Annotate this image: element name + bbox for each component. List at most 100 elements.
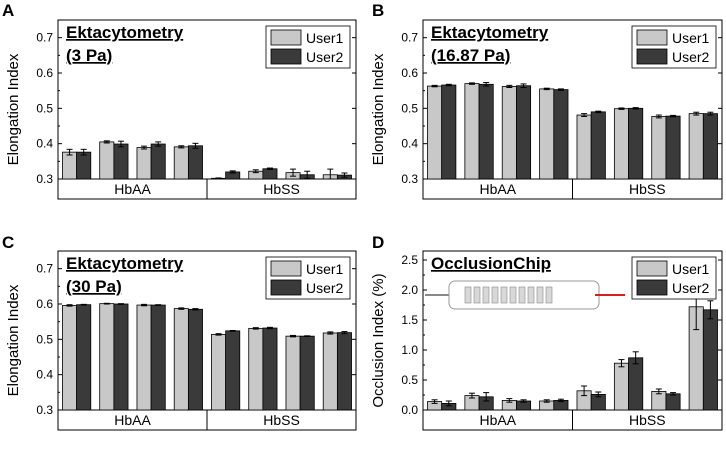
- bar-user2: [76, 304, 92, 411]
- y-tick-label: 0.6: [36, 66, 53, 80]
- group-label-hbss: HbSS: [263, 181, 300, 197]
- group-label-hbaa: HbAA: [479, 181, 516, 197]
- legend-label-user1: User1: [306, 261, 344, 277]
- y-tick-label: 0.4: [36, 368, 53, 382]
- legend-swatch-user1: [636, 260, 668, 277]
- bar-user1: [136, 147, 152, 180]
- bar-user1: [464, 83, 480, 180]
- legend-label-user1: User1: [306, 30, 344, 46]
- panel-label: D: [372, 233, 384, 252]
- bar-user2: [702, 113, 718, 180]
- chip-microchannel: [518, 286, 526, 304]
- bar-user2: [336, 332, 352, 411]
- group-label-hbss: HbSS: [263, 412, 300, 428]
- panel-a: A HbAA HbSS 0.3 0.4 0.5 0.6 0.7 Elongation Index…: [2, 1, 357, 200]
- y-axis-label: Elongation Index: [370, 53, 387, 165]
- chip-microchannel: [482, 286, 490, 304]
- bar-user1: [539, 88, 555, 180]
- bar-user1: [211, 333, 227, 411]
- bar-user2: [665, 115, 681, 180]
- bar-user1: [136, 304, 152, 411]
- chip-microchannel: [473, 286, 481, 304]
- legend-swatch-user2: [270, 48, 302, 65]
- bar-user1: [99, 141, 115, 180]
- chip-microchannel: [509, 286, 517, 304]
- bar-user2: [628, 357, 644, 411]
- bar-user1: [501, 86, 517, 180]
- bar-user1: [248, 327, 264, 411]
- bar-user2: [262, 168, 278, 180]
- bar-user1: [173, 146, 189, 180]
- y-tick-label: 0.3: [36, 172, 53, 186]
- y-axis-label: Elongation Index: [5, 284, 22, 396]
- y-tick-label: 0.3: [36, 403, 53, 417]
- bar-user2: [665, 393, 681, 411]
- y-tick-label: 0.5: [401, 101, 418, 115]
- bar-user2: [187, 145, 203, 180]
- y-tick-label: 0.5: [401, 373, 418, 387]
- chart-subtitle: (30 Pa): [66, 277, 122, 296]
- y-tick-label: 0.0: [401, 403, 418, 417]
- bar-user1: [173, 308, 189, 411]
- y-tick-label: 0.4: [36, 137, 53, 151]
- y-tick-label: 0.7: [36, 31, 53, 45]
- bar-user2: [150, 304, 166, 411]
- chip-microchannel: [500, 286, 508, 304]
- panel-c: C HbAA HbSS 0.3 0.4 0.5 0.6 0.7 Elongation Index…: [2, 233, 357, 431]
- legend-swatch-user1: [270, 260, 302, 277]
- bar-user1: [688, 113, 704, 180]
- chip-microchannel: [545, 286, 553, 304]
- legend-label-user2: User2: [306, 280, 344, 296]
- bar-user2: [478, 83, 494, 180]
- chip-microchannel: [527, 286, 535, 304]
- bar-user2: [516, 85, 532, 180]
- bar-user1: [285, 335, 301, 411]
- chip-microchannel: [491, 286, 499, 304]
- bar-user2: [150, 143, 166, 180]
- y-tick-label: 1.0: [401, 343, 418, 357]
- panel-b: B HbAA HbSS 0.3 0.4 0.5 0.6 0.7 Elongation Index…: [370, 1, 723, 200]
- chart-title: OcclusionChip: [431, 254, 551, 273]
- chart-subtitle: (16.87 Pa): [431, 46, 510, 65]
- y-tick-label: 0.6: [36, 297, 53, 311]
- bar-user1: [322, 332, 338, 411]
- legend-label-user1: User1: [672, 30, 710, 46]
- y-tick-label: 0.6: [401, 66, 418, 80]
- legend-label-user2: User2: [306, 49, 344, 65]
- chip-microchannel: [464, 286, 472, 304]
- group-label-hbaa: HbAA: [114, 412, 151, 428]
- legend-label-user2: User2: [672, 49, 710, 65]
- chart-title: Ektacytometry: [66, 254, 184, 273]
- group-label-hbss: HbSS: [629, 412, 666, 428]
- occlusionchip-diagram: [425, 280, 625, 310]
- bar-user2: [113, 143, 129, 180]
- panel-label: B: [372, 1, 384, 20]
- bar-user1: [62, 305, 78, 411]
- legend-label-user2: User2: [672, 280, 710, 296]
- bar-user1: [651, 116, 667, 180]
- bar-user2: [76, 151, 92, 180]
- bar-user2: [702, 309, 718, 411]
- legend-swatch-user1: [270, 29, 302, 46]
- bar-user1: [576, 114, 592, 180]
- bar-user2: [262, 327, 278, 411]
- bar-user2: [187, 308, 203, 411]
- legend-swatch-user1: [636, 29, 668, 46]
- bar-user2: [225, 330, 241, 411]
- panel-d: D HbAA HbSS 0.0 0.5 1.0 1.5 2.0 2.5 Occlusion Ind…: [370, 233, 723, 431]
- y-tick-label: 0.3: [401, 172, 418, 186]
- group-label-hbss: HbSS: [629, 181, 666, 197]
- panel-label: C: [2, 233, 14, 252]
- bar-user1: [62, 151, 78, 180]
- chart-title: Ektacytometry: [431, 23, 549, 42]
- bar-user2: [441, 84, 457, 180]
- bar-user2: [553, 89, 569, 180]
- legend-swatch-user2: [636, 48, 668, 65]
- chart-title: Ektacytometry: [66, 23, 184, 42]
- bar-user2: [628, 107, 644, 180]
- bar-user2: [590, 111, 606, 180]
- bar-user1: [613, 362, 629, 411]
- bar-user1: [427, 85, 443, 180]
- bar-user2: [113, 303, 129, 411]
